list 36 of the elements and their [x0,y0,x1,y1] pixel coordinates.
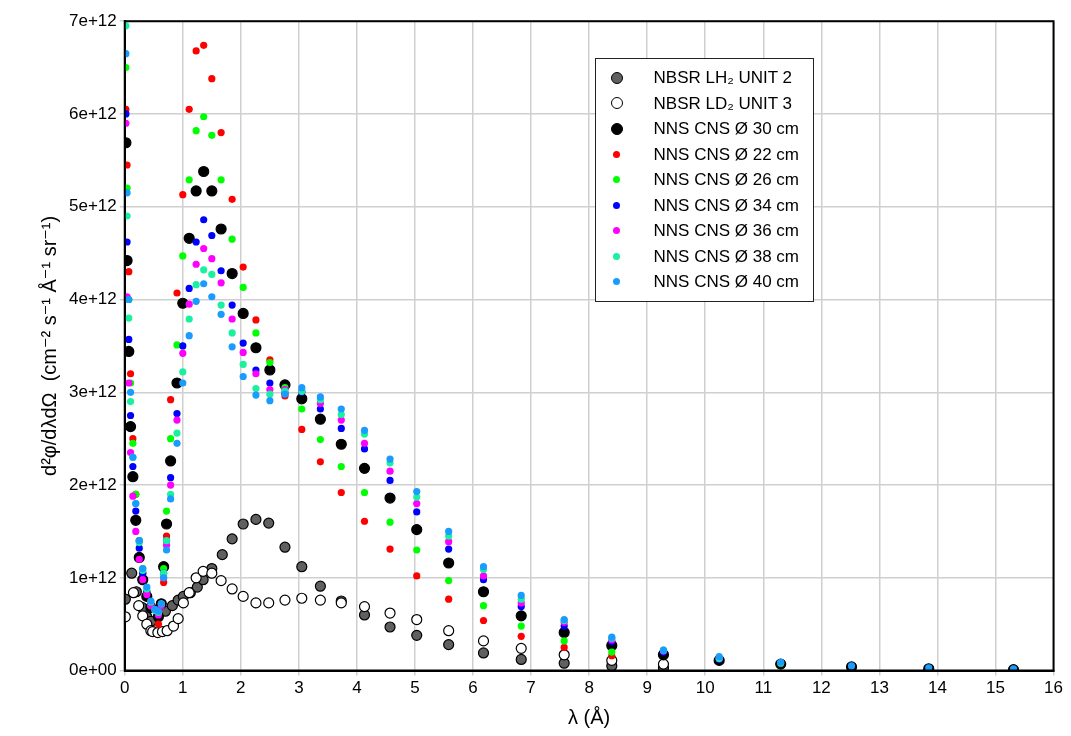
legend-label: NNS CNS Ø 26 cm [653,169,799,191]
x-tick-label: 1 [178,678,188,698]
x-tick-label: 16 [1044,678,1064,698]
x-tick-label: 3 [294,678,304,698]
legend-label: NNS CNS Ø 36 cm [653,220,799,242]
legend-label: NNS CNS Ø 22 cm [653,143,799,166]
y-tick-label: 3e+12 [69,381,117,401]
legend-label: NNS CNS Ø 38 cm [653,245,799,268]
x-tick-label: 11 [754,678,773,698]
x-tick-label: 9 [642,678,652,698]
x-tick-label: 13 [869,678,889,698]
legend-label: NBSR LH₂ UNIT 2 [653,67,793,89]
x-tick-label: 12 [811,678,831,698]
x-tick-label: 6 [468,678,478,698]
y-tick-label: 1e+12 [69,567,117,587]
x-tick-label: 15 [986,678,1005,698]
legend-label: NNS CNS Ø 40 cm [653,271,799,293]
x-tick-label: 10 [695,678,715,698]
y-tick-label: 2e+12 [69,474,117,494]
x-tick-label: 4 [352,678,362,698]
legend-label: NBSR LD₂ UNIT 3 [653,92,793,115]
y-tick-label: 5e+12 [69,196,117,216]
y-tick-label: 4e+12 [69,289,117,309]
y-tick-label: 6e+12 [69,103,117,123]
y-axis-title: d²φ/dλdΩ (cm⁻² s⁻¹ Å⁻¹ sr⁻¹) [37,215,60,476]
y-tick-label: 7e+12 [69,10,117,30]
y-tick-label: 0e+00 [69,660,117,680]
legend-label: NNS CNS Ø 30 cm [653,118,799,140]
legend-label: NNS CNS Ø 34 cm [653,194,799,217]
x-tick-label: 2 [236,678,246,698]
x-tick-label: 8 [584,678,594,698]
x-axis-title: λ (Å) [568,705,611,728]
x-tick-label: 7 [526,678,536,698]
x-tick-label: 0 [120,678,130,698]
x-tick-label: 5 [410,678,420,698]
x-tick-label: 14 [927,678,947,698]
